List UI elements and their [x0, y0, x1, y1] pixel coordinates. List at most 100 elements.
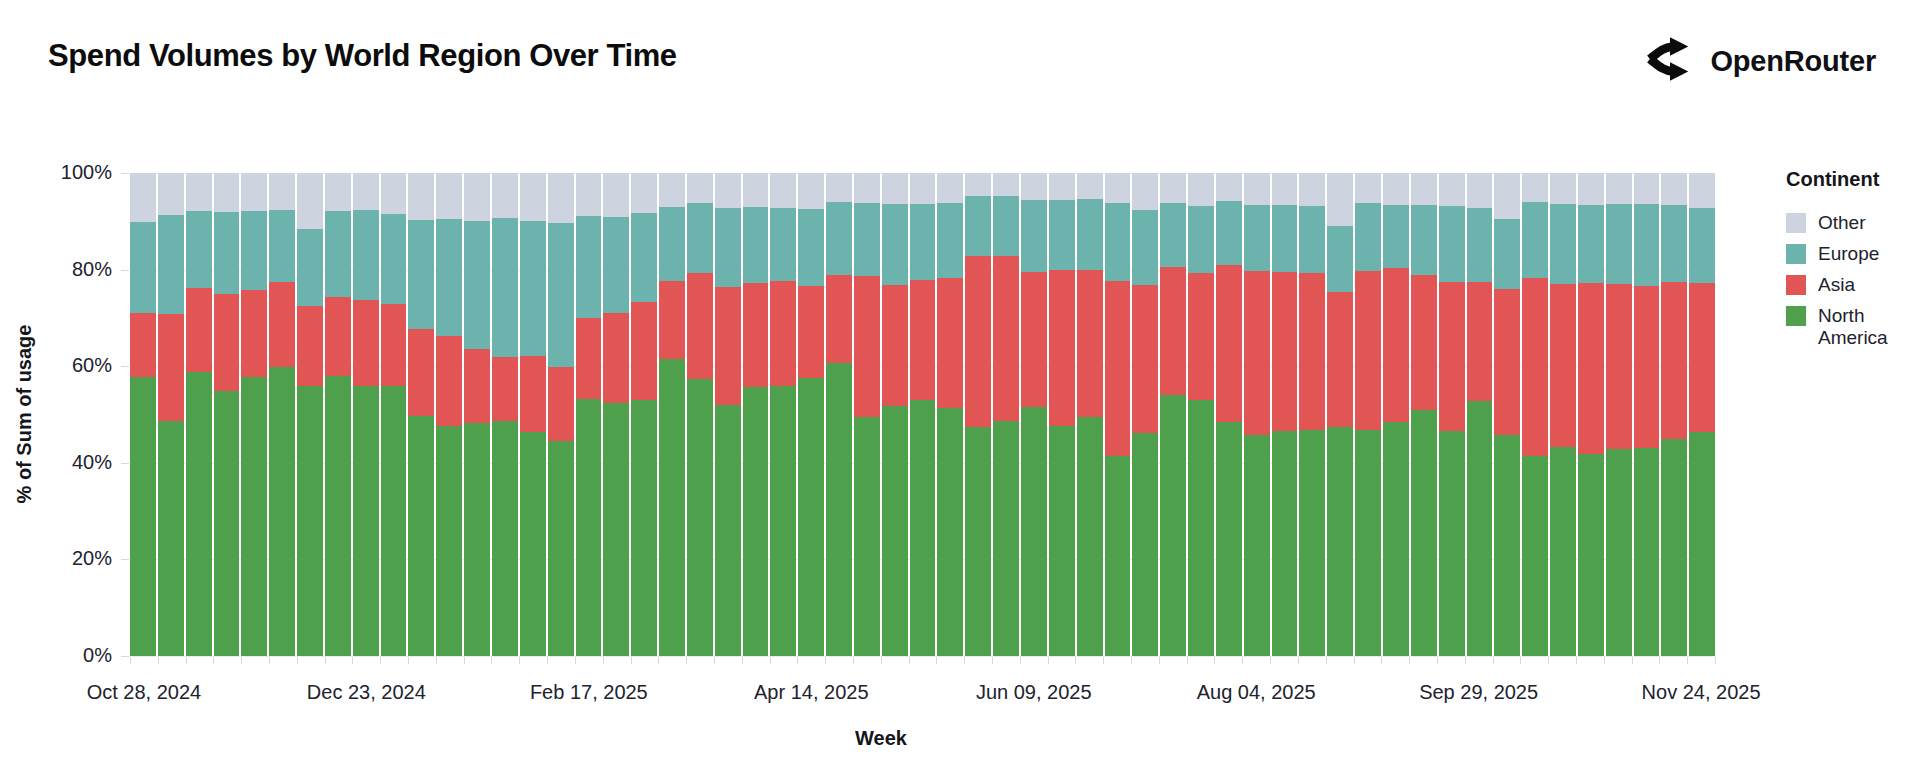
- segment-other[interactable]: [492, 173, 518, 218]
- segment-other[interactable]: [1494, 173, 1520, 219]
- segment-europe[interactable]: [297, 229, 323, 306]
- segment-other[interactable]: [1272, 173, 1298, 205]
- segment-other[interactable]: [937, 173, 963, 203]
- segment-other[interactable]: [1355, 173, 1381, 203]
- segment-north-america[interactable]: [826, 363, 852, 656]
- segment-other[interactable]: [1578, 173, 1604, 205]
- bar-week-30[interactable]: [937, 173, 963, 656]
- segment-asia[interactable]: [965, 256, 991, 427]
- segment-europe[interactable]: [1244, 205, 1270, 270]
- segment-other[interactable]: [576, 173, 602, 216]
- segment-europe[interactable]: [631, 213, 657, 302]
- segment-north-america[interactable]: [1299, 430, 1325, 656]
- bar-week-12[interactable]: [436, 173, 462, 656]
- bar-week-18[interactable]: [603, 173, 629, 656]
- segment-other[interactable]: [241, 173, 267, 211]
- bar-week-17[interactable]: [576, 173, 602, 656]
- bar-week-7[interactable]: [297, 173, 323, 656]
- segment-north-america[interactable]: [353, 386, 379, 656]
- bar-week-41[interactable]: [1244, 173, 1270, 656]
- bar-week-34[interactable]: [1049, 173, 1075, 656]
- segment-europe[interactable]: [1188, 206, 1214, 273]
- segment-north-america[interactable]: [1244, 435, 1270, 656]
- segment-europe[interactable]: [1439, 206, 1465, 282]
- bar-week-51[interactable]: [1522, 173, 1548, 656]
- segment-europe[interactable]: [548, 223, 574, 366]
- segment-asia[interactable]: [492, 357, 518, 422]
- bar-week-6[interactable]: [269, 173, 295, 656]
- segment-other[interactable]: [1467, 173, 1493, 208]
- segment-asia[interactable]: [1383, 268, 1409, 423]
- bar-week-1[interactable]: [130, 173, 156, 656]
- segment-europe[interactable]: [1132, 210, 1158, 285]
- segment-asia[interactable]: [464, 349, 490, 423]
- bar-week-46[interactable]: [1383, 173, 1409, 656]
- segment-north-america[interactable]: [464, 423, 490, 656]
- segment-europe[interactable]: [798, 209, 824, 286]
- segment-asia[interactable]: [1355, 271, 1381, 431]
- bar-week-44[interactable]: [1327, 173, 1353, 656]
- bar-week-45[interactable]: [1355, 173, 1381, 656]
- segment-asia[interactable]: [1522, 278, 1548, 455]
- segment-other[interactable]: [826, 173, 852, 202]
- legend-item-other[interactable]: Other: [1786, 212, 1912, 234]
- segment-europe[interactable]: [687, 203, 713, 273]
- segment-other[interactable]: [325, 173, 351, 211]
- bar-week-16[interactable]: [548, 173, 574, 656]
- segment-europe[interactable]: [1216, 201, 1242, 265]
- segment-asia[interactable]: [1634, 286, 1660, 448]
- segment-asia[interactable]: [214, 294, 240, 392]
- segment-north-america[interactable]: [1661, 439, 1687, 656]
- segment-asia[interactable]: [659, 281, 685, 359]
- segment-asia[interactable]: [548, 367, 574, 441]
- segment-north-america[interactable]: [1439, 431, 1465, 656]
- segment-other[interactable]: [186, 173, 212, 211]
- segment-other[interactable]: [854, 173, 880, 203]
- segment-other[interactable]: [882, 173, 908, 204]
- legend-item-europe[interactable]: Europe: [1786, 243, 1912, 265]
- segment-europe[interactable]: [1077, 199, 1103, 270]
- segment-north-america[interactable]: [1578, 454, 1604, 656]
- segment-other[interactable]: [297, 173, 323, 229]
- segment-asia[interactable]: [1550, 284, 1576, 448]
- segment-asia[interactable]: [1606, 284, 1632, 450]
- bar-week-23[interactable]: [743, 173, 769, 656]
- bar-week-4[interactable]: [214, 173, 240, 656]
- bar-week-33[interactable]: [1021, 173, 1047, 656]
- bar-week-11[interactable]: [408, 173, 434, 656]
- segment-north-america[interactable]: [520, 432, 546, 656]
- segment-north-america[interactable]: [659, 359, 685, 656]
- segment-europe[interactable]: [520, 221, 546, 355]
- segment-north-america[interactable]: [631, 400, 657, 656]
- segment-north-america[interactable]: [1132, 433, 1158, 656]
- segment-europe[interactable]: [1467, 208, 1493, 282]
- segment-north-america[interactable]: [1327, 427, 1353, 656]
- segment-north-america[interactable]: [408, 416, 434, 656]
- bar-week-42[interactable]: [1272, 173, 1298, 656]
- bar-week-55[interactable]: [1634, 173, 1660, 656]
- segment-europe[interactable]: [381, 214, 407, 305]
- segment-asia[interactable]: [1299, 273, 1325, 431]
- segment-north-america[interactable]: [1689, 432, 1715, 656]
- segment-north-america[interactable]: [1550, 447, 1576, 656]
- bar-week-48[interactable]: [1439, 173, 1465, 656]
- segment-north-america[interactable]: [1272, 431, 1298, 656]
- bar-week-35[interactable]: [1077, 173, 1103, 656]
- segment-europe[interactable]: [1411, 205, 1437, 275]
- segment-asia[interactable]: [1661, 282, 1687, 439]
- segment-asia[interactable]: [1021, 272, 1047, 407]
- bar-week-37[interactable]: [1132, 173, 1158, 656]
- segment-north-america[interactable]: [715, 405, 741, 656]
- bar-week-9[interactable]: [353, 173, 379, 656]
- segment-europe[interactable]: [1272, 205, 1298, 271]
- segment-other[interactable]: [1188, 173, 1214, 206]
- segment-europe[interactable]: [492, 218, 518, 357]
- segment-north-america[interactable]: [1355, 430, 1381, 656]
- segment-asia[interactable]: [1411, 275, 1437, 410]
- segment-europe[interactable]: [603, 217, 629, 313]
- segment-other[interactable]: [1077, 173, 1103, 199]
- segment-other[interactable]: [1216, 173, 1242, 201]
- segment-europe[interactable]: [408, 220, 434, 329]
- bar-week-38[interactable]: [1160, 173, 1186, 656]
- bar-week-40[interactable]: [1216, 173, 1242, 656]
